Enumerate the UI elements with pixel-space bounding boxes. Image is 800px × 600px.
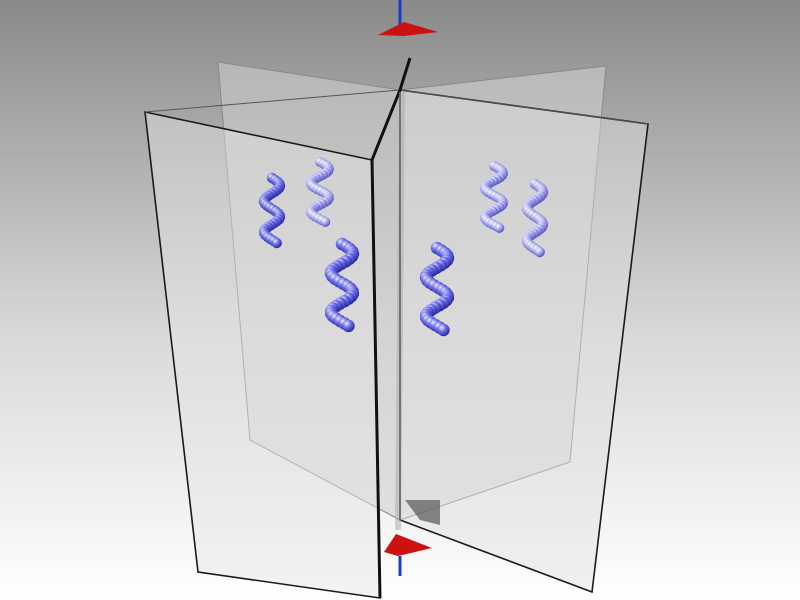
helix-bead: [342, 319, 355, 333]
helix-5: [480, 161, 508, 233]
helix-2: [306, 157, 334, 227]
helix-6: [521, 178, 549, 258]
helix-bead: [320, 217, 331, 227]
helix-1: [258, 172, 286, 249]
helix-bead: [494, 223, 505, 233]
bottom-red-marker-icon: [384, 534, 432, 556]
central-axis: [370, 57, 412, 599]
helix-bead: [271, 237, 282, 249]
helix-4: [419, 241, 455, 337]
helix-bead: [437, 323, 450, 337]
helix-3: [324, 237, 360, 333]
seam-line: [144, 89, 401, 113]
helices-group: [258, 157, 549, 337]
top-red-marker-icon: [378, 22, 438, 36]
helix-bead: [534, 246, 545, 258]
seam-line: [399, 89, 649, 125]
bottom-shadow: [405, 500, 440, 525]
axis-shadow: [395, 91, 405, 531]
